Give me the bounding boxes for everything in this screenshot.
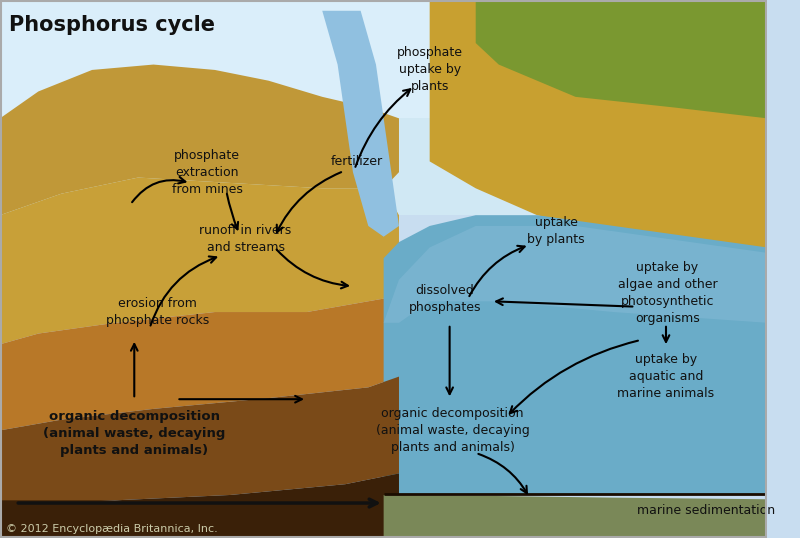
Polygon shape bbox=[430, 0, 767, 258]
Text: marine sedimentation: marine sedimentation bbox=[637, 504, 775, 516]
Text: dissolved
phosphates: dissolved phosphates bbox=[409, 284, 482, 314]
Polygon shape bbox=[0, 473, 399, 538]
Text: fertilizer: fertilizer bbox=[330, 155, 383, 168]
Polygon shape bbox=[322, 11, 399, 237]
Polygon shape bbox=[0, 296, 399, 430]
Polygon shape bbox=[0, 377, 399, 506]
Text: organic decomposition
(animal waste, decaying
plants and animals): organic decomposition (animal waste, dec… bbox=[376, 407, 530, 454]
Bar bbox=[0, 0, 767, 215]
Polygon shape bbox=[384, 495, 767, 538]
Text: erosion from
phosphate rocks: erosion from phosphate rocks bbox=[106, 297, 209, 327]
Text: runoff in rivers
and streams: runoff in rivers and streams bbox=[199, 224, 292, 254]
Polygon shape bbox=[384, 215, 767, 495]
Polygon shape bbox=[0, 178, 399, 344]
Text: uptake by
algae and other
photosynthetic
organisms: uptake by algae and other photosynthetic… bbox=[618, 261, 718, 325]
Text: phosphate
extraction
from mines: phosphate extraction from mines bbox=[172, 148, 242, 196]
Text: phosphate
uptake by
plants: phosphate uptake by plants bbox=[397, 46, 462, 94]
Polygon shape bbox=[476, 0, 767, 118]
Text: uptake by
aquatic and
marine animals: uptake by aquatic and marine animals bbox=[618, 353, 714, 400]
Text: organic decomposition
(animal waste, decaying
plants and animals): organic decomposition (animal waste, dec… bbox=[43, 409, 226, 457]
Polygon shape bbox=[384, 226, 767, 323]
Text: uptake
by plants: uptake by plants bbox=[527, 216, 585, 246]
Polygon shape bbox=[0, 65, 399, 215]
Bar bbox=[0, 0, 767, 118]
Text: © 2012 Encyclopædia Britannica, Inc.: © 2012 Encyclopædia Britannica, Inc. bbox=[6, 525, 218, 534]
Text: Phosphorus cycle: Phosphorus cycle bbox=[10, 15, 215, 35]
